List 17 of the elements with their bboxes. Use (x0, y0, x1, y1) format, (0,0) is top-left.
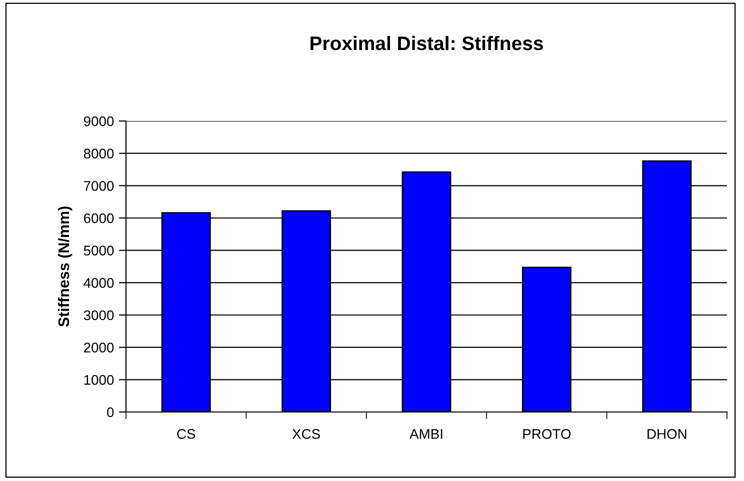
y-tick-label: 1000 (84, 375, 114, 385)
x-tick-label: XCS (292, 429, 320, 439)
y-tick-label: 6000 (84, 213, 114, 224)
x-tick-label: CS (177, 429, 196, 439)
y-tick-label: 8000 (84, 148, 114, 159)
y-tick-label: 0 (107, 407, 114, 418)
y-axis-title: Stiffness (N/mm) (58, 206, 72, 327)
chart-title: Proximal Distal: Stiffness (310, 36, 543, 50)
x-tick-label: AMBI (410, 429, 442, 439)
y-tick-label: 5000 (84, 246, 114, 256)
x-tick-label: DHON (648, 429, 686, 439)
x-tick-label: PROTO (523, 429, 571, 439)
y-tick-label: 4000 (84, 278, 114, 288)
y-tick-label: 9000 (84, 116, 114, 126)
y-tick-label: 2000 (84, 342, 114, 353)
y-tick-label: 3000 (84, 310, 114, 320)
y-tick-label: 7000 (84, 181, 114, 191)
